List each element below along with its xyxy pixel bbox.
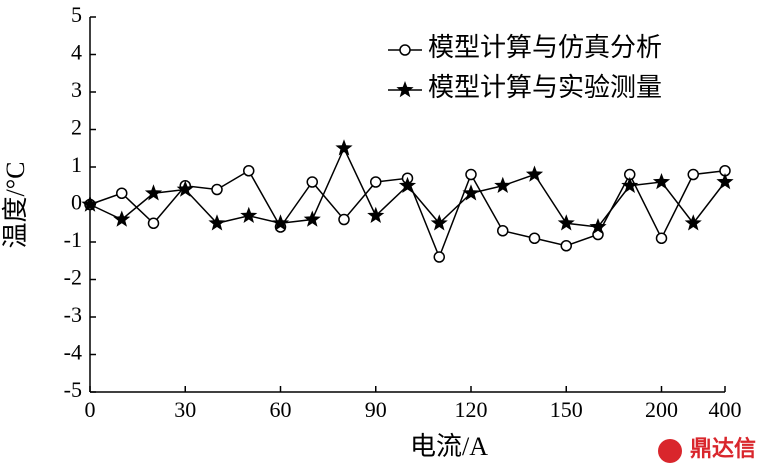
data-point bbox=[208, 214, 226, 231]
data-point bbox=[367, 206, 385, 223]
x-tick-label: 200 bbox=[645, 397, 678, 422]
data-point bbox=[398, 176, 417, 193]
x-tick-label: 120 bbox=[455, 397, 488, 422]
legend-label: 模型计算与仿真分析 bbox=[428, 33, 662, 62]
data-point bbox=[370, 176, 382, 188]
data-point bbox=[240, 206, 258, 223]
x-tick-label: 0 bbox=[85, 397, 96, 422]
data-point bbox=[589, 218, 607, 235]
data-point bbox=[716, 173, 734, 190]
data-point bbox=[81, 195, 99, 212]
x-tick-label: 400 bbox=[709, 397, 742, 422]
watermark: 鼎达信 bbox=[690, 436, 756, 461]
data-point bbox=[687, 168, 699, 181]
data-point bbox=[430, 214, 448, 231]
data-point bbox=[497, 225, 509, 237]
watermark-icon bbox=[658, 439, 682, 463]
data-point bbox=[243, 165, 255, 177]
y-tick-label: -5 bbox=[64, 377, 82, 402]
y-tick-label: 4 bbox=[71, 40, 82, 65]
data-point bbox=[176, 180, 194, 197]
data-point bbox=[306, 176, 318, 188]
legend-marker bbox=[399, 44, 411, 56]
y-tick-label: 1 bbox=[71, 152, 82, 177]
data-point bbox=[144, 184, 163, 201]
x-tick-label: 90 bbox=[365, 397, 387, 422]
x-axis-label: 电流/A bbox=[410, 432, 488, 461]
data-point bbox=[113, 210, 131, 227]
data-point bbox=[147, 217, 160, 229]
data-point bbox=[684, 214, 702, 231]
data-point bbox=[116, 187, 128, 199]
data-point bbox=[303, 210, 321, 227]
y-tick-label: 2 bbox=[71, 115, 82, 140]
data-point bbox=[494, 176, 512, 193]
data-point bbox=[211, 183, 223, 196]
data-point bbox=[465, 168, 477, 181]
data-point bbox=[557, 214, 575, 231]
y-tick-label: -3 bbox=[64, 302, 82, 327]
y-tick-label: 0 bbox=[71, 190, 82, 215]
legend-label: 模型计算与实验测量 bbox=[428, 73, 662, 102]
y-axis-label: 温度/°C bbox=[1, 162, 30, 249]
data-point bbox=[655, 232, 668, 244]
data-point bbox=[433, 251, 445, 263]
data-point bbox=[462, 184, 480, 201]
x-tick-label: 150 bbox=[550, 397, 583, 422]
data-point bbox=[528, 232, 541, 244]
y-tick-label: -2 bbox=[64, 265, 82, 290]
data-point bbox=[271, 214, 290, 231]
y-tick-label: -1 bbox=[64, 227, 82, 252]
data-point bbox=[525, 165, 544, 182]
data-point bbox=[560, 240, 572, 252]
y-tick-label: -4 bbox=[64, 340, 82, 365]
legend-marker bbox=[396, 81, 414, 98]
y-tick-label: 3 bbox=[71, 77, 82, 102]
data-point bbox=[652, 173, 671, 190]
x-tick-label: 60 bbox=[270, 397, 292, 422]
y-tick-label: 5 bbox=[71, 2, 82, 27]
data-point bbox=[335, 139, 353, 156]
data-point bbox=[338, 213, 350, 226]
x-tick-label: 30 bbox=[174, 397, 196, 422]
data-point bbox=[621, 176, 639, 193]
